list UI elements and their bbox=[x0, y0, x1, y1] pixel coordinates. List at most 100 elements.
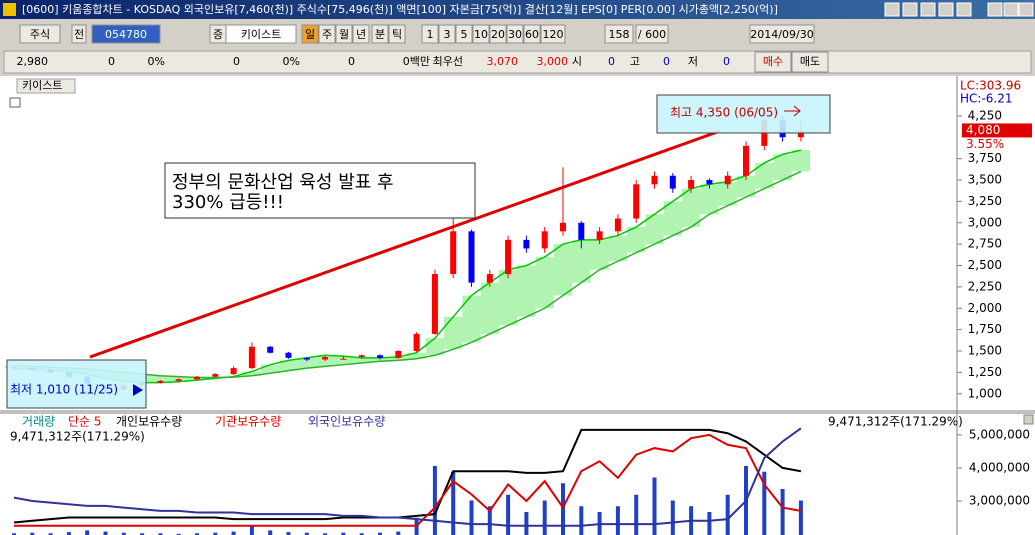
ma-ribbon bbox=[297, 357, 316, 369]
toolbar-label: 20 bbox=[491, 28, 505, 41]
ma-ribbon bbox=[151, 375, 170, 383]
toolbar-label: 월 bbox=[339, 28, 349, 41]
ma-ribbon bbox=[645, 214, 664, 245]
candle-body bbox=[614, 218, 621, 232]
holding-panel: 3,000,000 4,000,000 5,000,000 거래량 단순 5 개인보유수량… bbox=[10, 415, 1030, 535]
volume-bar bbox=[176, 533, 181, 535]
toolbar-button[interactable] bbox=[506, 24, 524, 44]
window-button[interactable] bbox=[920, 2, 936, 17]
chart-tab-label: 키이스트 bbox=[22, 79, 62, 92]
toolbar-button[interactable] bbox=[489, 24, 507, 44]
candle-body bbox=[578, 222, 585, 240]
toolbar-button[interactable] bbox=[19, 24, 61, 44]
volume-bar bbox=[30, 532, 35, 535]
candle-body bbox=[706, 180, 713, 185]
volume-bar bbox=[615, 506, 620, 535]
order-button[interactable] bbox=[754, 51, 792, 73]
maximize-button[interactable] bbox=[1003, 2, 1019, 17]
toolbar-button[interactable] bbox=[225, 24, 297, 44]
window-button[interactable] bbox=[884, 2, 900, 17]
toolbar-button[interactable] bbox=[523, 24, 541, 44]
info-value: 0 bbox=[348, 55, 355, 68]
ma-ribbon bbox=[773, 154, 792, 181]
volume-bar bbox=[323, 533, 328, 535]
price-chart: 1,000 1,250 1,500 1,750 2,000 2,250 2,500 2,750… bbox=[4, 107, 1032, 400]
order-button[interactable] bbox=[791, 51, 829, 73]
volume-bar bbox=[469, 500, 474, 535]
high-marker bbox=[784, 105, 801, 117]
toolbar-button[interactable] bbox=[604, 24, 634, 44]
toolbar-button[interactable] bbox=[635, 24, 669, 44]
ma-ribbon bbox=[736, 175, 756, 198]
toolbar-label: 158 bbox=[609, 28, 630, 41]
info-values: 2,980 0 0% 0 0% 0 0백만 최우선 3,070 3,000 시 0 고 0 저 0 매수 매도 bbox=[17, 51, 829, 73]
ma-ribbon bbox=[498, 269, 518, 326]
toolbar-button[interactable] bbox=[455, 24, 473, 44]
candle-body bbox=[468, 231, 475, 283]
low-marker bbox=[133, 384, 143, 396]
volume-bar bbox=[286, 532, 291, 535]
volume-bar bbox=[798, 500, 803, 535]
volume-bar bbox=[378, 532, 382, 535]
close-button[interactable] bbox=[1018, 2, 1034, 17]
candle-body bbox=[267, 346, 274, 353]
legend-item: 기관보유수량 bbox=[215, 415, 281, 429]
panel-button[interactable] bbox=[1023, 414, 1034, 425]
toolbar-label: / 600 bbox=[638, 28, 666, 41]
window-button[interactable] bbox=[956, 2, 972, 17]
ma-ribbon bbox=[718, 181, 737, 206]
toolbar-button[interactable] bbox=[335, 24, 353, 44]
toolbar-button[interactable] bbox=[749, 24, 815, 44]
ma-ribbon bbox=[553, 244, 573, 296]
volume-bar bbox=[66, 532, 71, 535]
chart-tab[interactable] bbox=[16, 78, 76, 94]
window-button[interactable] bbox=[938, 2, 954, 17]
info-value: 0% bbox=[283, 55, 300, 68]
toolbar-button[interactable] bbox=[371, 24, 389, 44]
toolbar-label: 3 bbox=[444, 28, 451, 41]
toolbar-button[interactable] bbox=[318, 24, 336, 44]
toolbar-button[interactable] bbox=[352, 24, 370, 44]
ma-ribbon bbox=[444, 316, 463, 350]
toolbar-button[interactable] bbox=[71, 24, 87, 44]
candle-body bbox=[797, 130, 804, 138]
candle-body bbox=[248, 346, 255, 369]
toolbar-button[interactable] bbox=[472, 24, 490, 44]
volume-bar bbox=[268, 530, 273, 535]
low-annotation: 최저 1,010 (11/25) bbox=[10, 383, 118, 397]
ma-ribbon bbox=[791, 150, 811, 172]
candle-body bbox=[230, 368, 237, 375]
ma-ribbon bbox=[242, 371, 262, 376]
candle-body bbox=[303, 357, 310, 360]
y-tick-label: 2,250 bbox=[968, 279, 1002, 293]
toolbar-button[interactable] bbox=[438, 24, 456, 44]
toolbar-button[interactable] bbox=[91, 24, 161, 44]
candle-body bbox=[413, 333, 420, 352]
minimize-button[interactable] bbox=[987, 2, 1003, 17]
price-tag bbox=[962, 123, 1032, 138]
y-tick-label: 3,500 bbox=[968, 173, 1002, 187]
toolbar-label: 분 bbox=[375, 28, 385, 41]
toolbar-label: 30 bbox=[508, 28, 522, 41]
legend-item: 외국인보유수량 bbox=[308, 415, 385, 429]
candle-body bbox=[724, 175, 731, 185]
volume-bar bbox=[396, 531, 401, 535]
toolbar-button[interactable] bbox=[301, 24, 319, 44]
toolbar-label: 키이스트 bbox=[241, 28, 281, 41]
info-value: 매도 bbox=[800, 55, 820, 68]
candle-body bbox=[596, 231, 603, 240]
ma-ribbon bbox=[590, 239, 609, 270]
toolbar-label: 전 bbox=[74, 28, 84, 41]
info-value: 최우선 bbox=[433, 55, 463, 68]
high-annotation: 최고 4,350 (06/05) bbox=[670, 106, 778, 120]
toolbar-button[interactable] bbox=[388, 24, 406, 44]
toolbar-label: 120 bbox=[543, 28, 564, 41]
y-tick-label: 3,750 bbox=[968, 151, 1002, 165]
toolbar-button[interactable] bbox=[540, 24, 566, 44]
candle-body bbox=[322, 356, 329, 360]
y-tick-label: 5,000,000 bbox=[969, 427, 1030, 441]
toolbar-button[interactable] bbox=[421, 24, 439, 44]
window-button[interactable] bbox=[902, 2, 918, 17]
volume-bar bbox=[249, 526, 254, 535]
